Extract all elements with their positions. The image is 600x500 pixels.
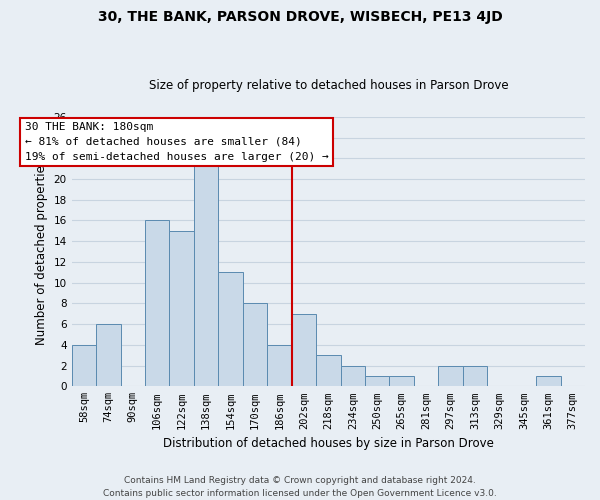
Bar — [218, 272, 243, 386]
Bar — [292, 314, 316, 386]
Bar — [439, 366, 463, 386]
Text: 30, THE BANK, PARSON DROVE, WISBECH, PE13 4JD: 30, THE BANK, PARSON DROVE, WISBECH, PE1… — [98, 10, 502, 24]
Bar — [71, 345, 96, 387]
Title: Size of property relative to detached houses in Parson Drove: Size of property relative to detached ho… — [149, 79, 508, 92]
Bar — [463, 366, 487, 386]
Text: Contains HM Land Registry data © Crown copyright and database right 2024.
Contai: Contains HM Land Registry data © Crown c… — [103, 476, 497, 498]
Bar — [96, 324, 121, 386]
X-axis label: Distribution of detached houses by size in Parson Drove: Distribution of detached houses by size … — [163, 437, 494, 450]
Text: 30 THE BANK: 180sqm
← 81% of detached houses are smaller (84)
19% of semi-detach: 30 THE BANK: 180sqm ← 81% of detached ho… — [25, 122, 329, 162]
Bar — [169, 231, 194, 386]
Bar — [145, 220, 169, 386]
Bar — [316, 355, 341, 386]
Bar — [536, 376, 560, 386]
Bar — [267, 345, 292, 387]
Bar — [341, 366, 365, 386]
Bar — [194, 158, 218, 386]
Bar — [243, 304, 267, 386]
Y-axis label: Number of detached properties: Number of detached properties — [35, 158, 48, 344]
Bar — [389, 376, 414, 386]
Bar — [365, 376, 389, 386]
